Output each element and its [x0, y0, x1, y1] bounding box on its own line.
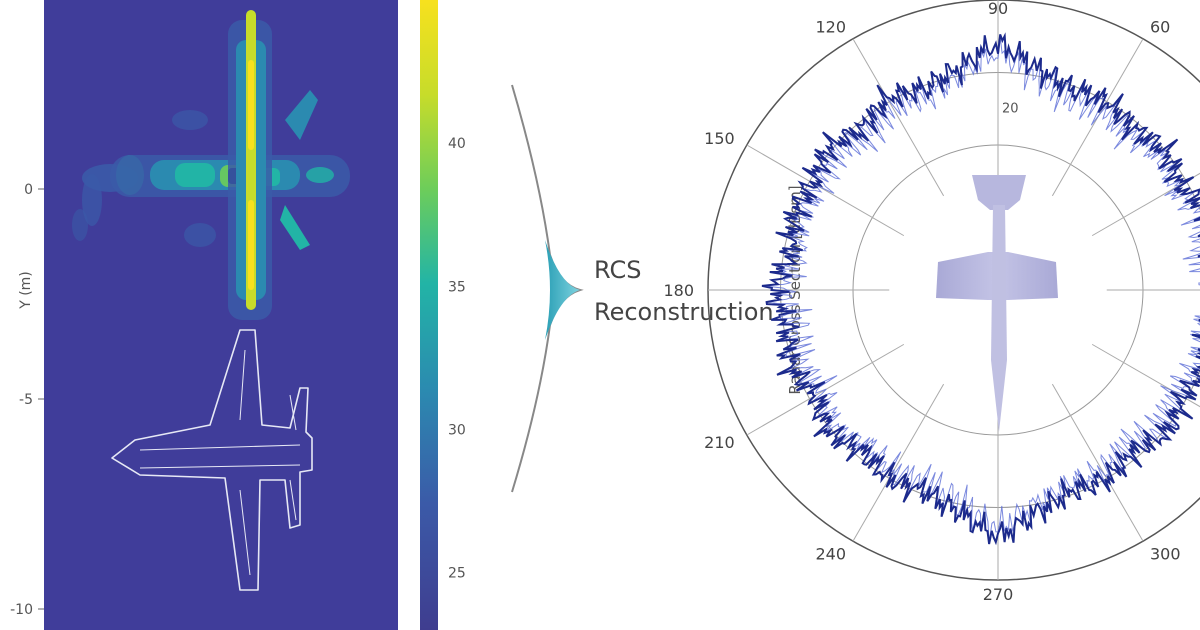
colorbar-tick-label: 25: [448, 566, 466, 582]
polar-panel: Radar Cross Section [dBsm] 1020030609012…: [663, 0, 1200, 604]
y-axis-label: Y (m): [18, 271, 34, 310]
polar-angle-tick-label: 210: [704, 433, 735, 452]
y-tick-label: 0: [24, 182, 33, 198]
polar-grid: 10200306090120150180210240270300330: [663, 0, 1200, 604]
arrow-head: [545, 240, 580, 340]
rcs-series: [761, 32, 1200, 546]
scattering-signature: [72, 10, 350, 320]
y-tick-label: -5: [19, 392, 33, 408]
airplane-silhouette: [936, 175, 1058, 432]
arrow-label-line-1: RCS: [594, 256, 641, 284]
reconstruction-arrow: RCS Reconstruction: [511, 84, 774, 493]
polar-spoke: [1051, 383, 1144, 542]
colorbar-tick-label: 30: [448, 423, 466, 439]
polar-angle-tick-label: 120: [815, 18, 846, 37]
polar-spoke: [1091, 172, 1200, 237]
polar-angle-tick-label: 180: [663, 281, 694, 300]
polar-angle-tick-label: 90: [988, 0, 1008, 18]
rcs-series-shadow: [763, 37, 1200, 543]
polar-spoke: [852, 38, 945, 197]
polar-angle-tick-label: 300: [1150, 544, 1181, 563]
y-axis: 0 -5 -10: [10, 182, 44, 618]
polar-radial-tick-label: 20: [1002, 102, 1019, 117]
polar-angle-tick-label: 270: [983, 585, 1014, 604]
heatmap-panel: 0 -5 -10 Y (m): [10, 0, 398, 630]
polar-angle-tick-label: 240: [815, 544, 846, 563]
colorbar-tick-label: 35: [448, 279, 466, 295]
aircraft-wireframe: [111, 329, 313, 591]
polar-angle-tick-label: 60: [1150, 18, 1170, 37]
polar-angle-tick-label: 150: [704, 129, 735, 148]
polar-spoke: [852, 383, 945, 542]
arrow-label-line-2: Reconstruction: [594, 298, 774, 326]
y-tick-label: -10: [10, 602, 33, 618]
polar-spoke: [746, 144, 905, 237]
colorbar-tick-label: 40: [448, 136, 466, 152]
colorbar: 40 35 30 25: [420, 0, 466, 630]
heatmap-background: [44, 0, 398, 630]
colorbar-gradient: [420, 0, 438, 630]
